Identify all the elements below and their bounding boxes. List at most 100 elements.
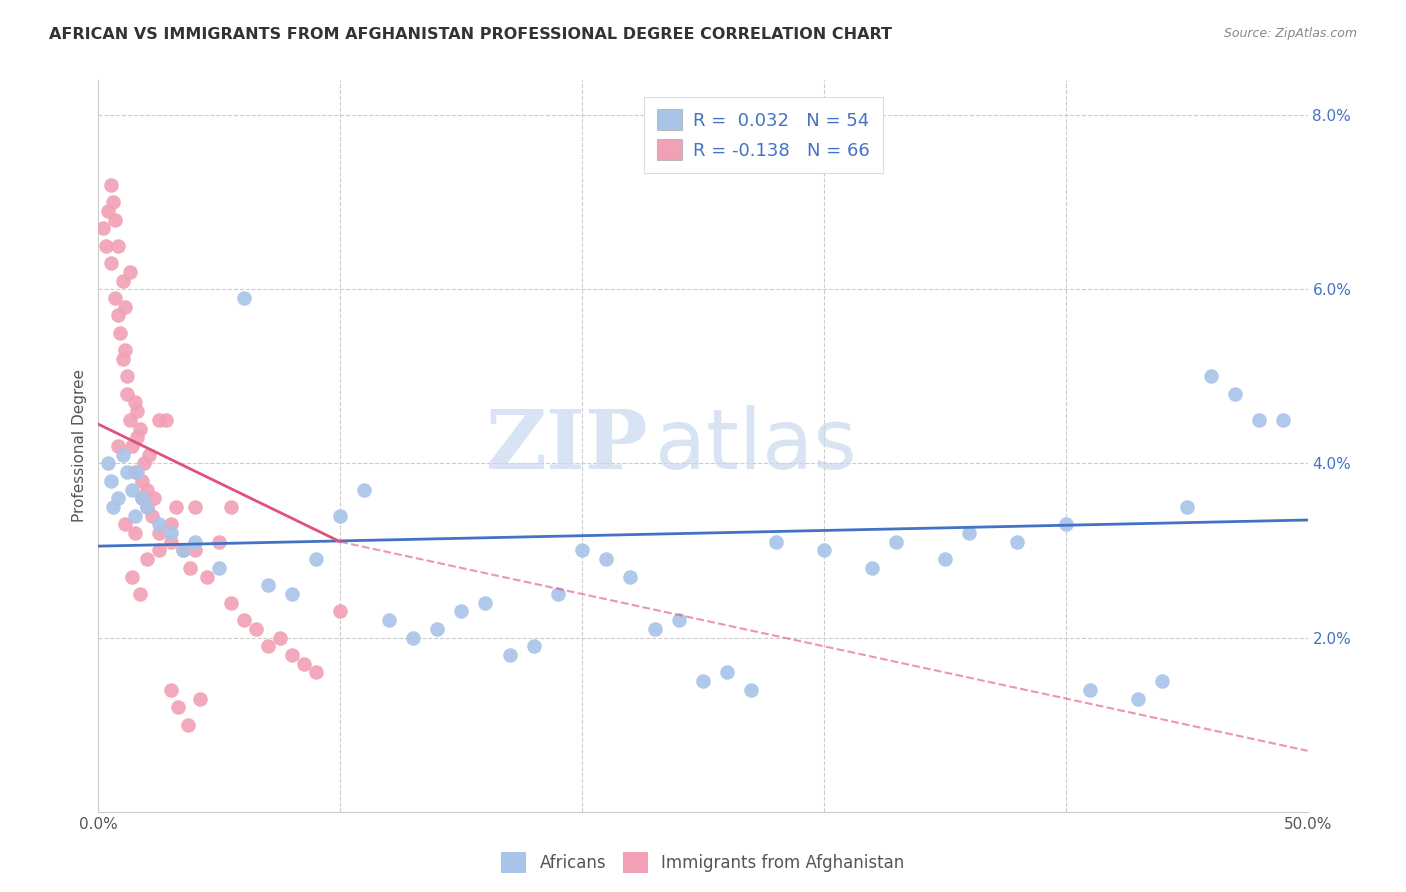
Point [329, 604, 352, 618]
Point [148, 543, 170, 558]
Point [165, 500, 187, 514]
Point [305, 665, 328, 680]
Point [107, 439, 129, 453]
Point [765, 534, 787, 549]
Point [148, 517, 170, 532]
Point [1249, 413, 1271, 427]
Legend: Africans, Immigrants from Afghanistan: Africans, Immigrants from Afghanistan [495, 846, 911, 880]
Point [135, 500, 157, 514]
Point [474, 596, 496, 610]
Point [498, 648, 520, 662]
Point [934, 552, 956, 566]
Point [114, 517, 136, 532]
Point [114, 343, 136, 358]
Point [128, 587, 150, 601]
Point [172, 543, 194, 558]
Point [124, 526, 146, 541]
Point [118, 413, 141, 427]
Point [100, 256, 122, 270]
Point [281, 587, 304, 601]
Point [148, 413, 170, 427]
Point [97, 203, 120, 218]
Point [377, 613, 399, 627]
Point [107, 491, 129, 506]
Point [141, 508, 163, 523]
Point [1175, 500, 1198, 514]
Point [595, 552, 617, 566]
Text: Source: ZipAtlas.com: Source: ZipAtlas.com [1223, 27, 1357, 40]
Point [121, 439, 143, 453]
Point [221, 596, 243, 610]
Point [121, 483, 143, 497]
Point [1223, 386, 1246, 401]
Point [1199, 369, 1222, 384]
Point [692, 674, 714, 689]
Point [127, 404, 149, 418]
Point [138, 448, 160, 462]
Point [740, 682, 762, 697]
Point [100, 178, 122, 192]
Legend: R =  0.032   N = 54, R = -0.138   N = 66: R = 0.032 N = 54, R = -0.138 N = 66 [644, 96, 883, 173]
Point [160, 534, 183, 549]
Point [160, 682, 183, 697]
Point [111, 448, 134, 462]
Point [644, 622, 666, 636]
Point [886, 534, 908, 549]
Point [167, 700, 190, 714]
Point [860, 561, 883, 575]
Point [135, 552, 157, 566]
Point [117, 386, 139, 401]
Point [101, 500, 124, 514]
Point [179, 561, 201, 575]
Point [124, 395, 146, 409]
Point [128, 421, 150, 435]
Point [104, 212, 127, 227]
Point [184, 534, 207, 549]
Point [127, 465, 149, 479]
Point [91, 221, 114, 235]
Point [716, 665, 738, 680]
Point [127, 430, 149, 444]
Point [329, 508, 352, 523]
Point [111, 274, 134, 288]
Point [114, 300, 136, 314]
Point [571, 543, 593, 558]
Point [208, 534, 231, 549]
Point [256, 640, 278, 654]
Point [118, 265, 141, 279]
Point [1128, 691, 1150, 706]
Point [232, 291, 254, 305]
Point [172, 543, 194, 558]
Point [160, 526, 183, 541]
Point [245, 622, 267, 636]
Point [111, 351, 134, 366]
Point [148, 526, 170, 541]
Point [269, 631, 291, 645]
Y-axis label: Professional Degree: Professional Degree [72, 369, 87, 523]
Point [177, 717, 200, 731]
Point [107, 238, 129, 252]
Point [124, 465, 146, 479]
Point [195, 569, 218, 583]
Point [353, 483, 375, 497]
Point [100, 474, 122, 488]
Point [1152, 674, 1174, 689]
Point [305, 552, 328, 566]
Point [131, 491, 153, 506]
Point [426, 622, 449, 636]
Point [402, 631, 425, 645]
Point [97, 457, 120, 471]
Point [135, 483, 157, 497]
Point [117, 369, 139, 384]
Point [131, 474, 153, 488]
Point [160, 517, 183, 532]
Point [1272, 413, 1295, 427]
Point [121, 569, 143, 583]
Point [256, 578, 278, 592]
Point [131, 491, 153, 506]
Point [135, 500, 157, 514]
Point [188, 691, 211, 706]
Text: atlas: atlas [655, 406, 856, 486]
Point [813, 543, 835, 558]
Text: AFRICAN VS IMMIGRANTS FROM AFGHANISTAN PROFESSIONAL DEGREE CORRELATION CHART: AFRICAN VS IMMIGRANTS FROM AFGHANISTAN P… [49, 27, 893, 42]
